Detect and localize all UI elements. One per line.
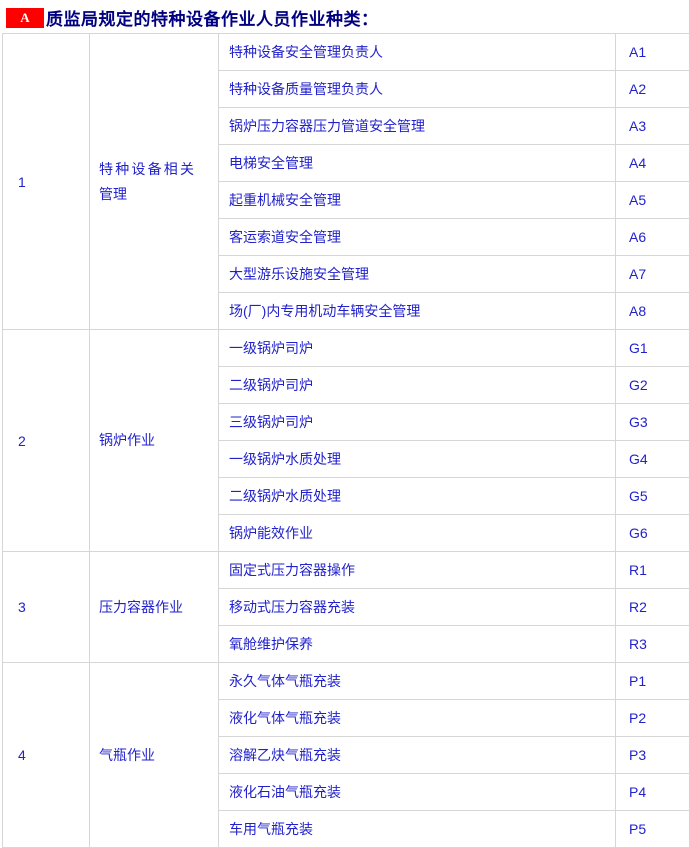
- item-name: 二级锅炉水质处理: [219, 478, 616, 515]
- item-name: 移动式压力容器充装: [219, 589, 616, 626]
- item-name: 锅炉能效作业: [219, 515, 616, 552]
- item-code: P5: [616, 811, 689, 848]
- page-title: 质监局规定的特种设备作业人员作业种类：: [46, 5, 379, 30]
- group-category-label: 气瓶作业: [99, 743, 194, 768]
- item-name: 客运索道安全管理: [219, 219, 616, 256]
- item-code: G4: [616, 441, 689, 478]
- item-code: G6: [616, 515, 689, 552]
- item-name: 锅炉压力容器压力管道安全管理: [219, 108, 616, 145]
- group-category-label: 压力容器作业: [99, 595, 194, 620]
- group-category: 压力容器作业: [90, 552, 219, 663]
- item-name: 液化气体气瓶充装: [219, 700, 616, 737]
- item-code: A5: [616, 182, 689, 219]
- item-name: 永久气体气瓶充装: [219, 663, 616, 700]
- item-code: P4: [616, 774, 689, 811]
- item-code: A1: [616, 34, 689, 71]
- item-name: 起重机械安全管理: [219, 182, 616, 219]
- group-category: 气瓶作业: [90, 663, 219, 848]
- item-code: G3: [616, 404, 689, 441]
- item-name: 一级锅炉水质处理: [219, 441, 616, 478]
- table-row: 3 压力容器作业 固定式压力容器操作 R1: [3, 552, 689, 589]
- item-code: R2: [616, 589, 689, 626]
- page-header: A 质监局规定的特种设备作业人员作业种类：: [6, 7, 689, 28]
- item-code: A7: [616, 256, 689, 293]
- item-name: 大型游乐设施安全管理: [219, 256, 616, 293]
- item-code: G2: [616, 367, 689, 404]
- item-name: 特种设备质量管理负责人: [219, 71, 616, 108]
- item-code: A6: [616, 219, 689, 256]
- group-number: 2: [3, 330, 90, 552]
- item-code: G1: [616, 330, 689, 367]
- item-name: 特种设备安全管理负责人: [219, 34, 616, 71]
- item-code: R3: [616, 626, 689, 663]
- item-name: 液化石油气瓶充装: [219, 774, 616, 811]
- group-category: 特种设备相关管理: [90, 34, 219, 330]
- item-code: P3: [616, 737, 689, 774]
- item-name: 电梯安全管理: [219, 145, 616, 182]
- item-code: A3: [616, 108, 689, 145]
- item-code: P1: [616, 663, 689, 700]
- table-row: 4 气瓶作业 永久气体气瓶充装 P1: [3, 663, 689, 700]
- item-name: 固定式压力容器操作: [219, 552, 616, 589]
- group-category: 锅炉作业: [90, 330, 219, 552]
- item-code: A2: [616, 71, 689, 108]
- categories-table: 1 特种设备相关管理 特种设备安全管理负责人 A1 特种设备质量管理负责人 A2…: [2, 33, 689, 848]
- item-name: 一级锅炉司炉: [219, 330, 616, 367]
- group-category-label: 锅炉作业: [99, 428, 194, 453]
- item-code: P2: [616, 700, 689, 737]
- group-category-label: 特种设备相关管理: [99, 157, 194, 207]
- item-name: 二级锅炉司炉: [219, 367, 616, 404]
- item-name: 溶解乙炔气瓶充装: [219, 737, 616, 774]
- section-badge: A: [6, 8, 44, 28]
- group-number: 1: [3, 34, 90, 330]
- table-row: 1 特种设备相关管理 特种设备安全管理负责人 A1: [3, 34, 689, 71]
- group-number: 4: [3, 663, 90, 848]
- item-code: R1: [616, 552, 689, 589]
- item-name: 车用气瓶充装: [219, 811, 616, 848]
- group-number: 3: [3, 552, 90, 663]
- item-name: 氧舱维护保养: [219, 626, 616, 663]
- item-code: G5: [616, 478, 689, 515]
- item-name: 三级锅炉司炉: [219, 404, 616, 441]
- item-code: A8: [616, 293, 689, 330]
- item-code: A4: [616, 145, 689, 182]
- item-name: 场(厂)内专用机动车辆安全管理: [219, 293, 616, 330]
- table-row: 2 锅炉作业 一级锅炉司炉 G1: [3, 330, 689, 367]
